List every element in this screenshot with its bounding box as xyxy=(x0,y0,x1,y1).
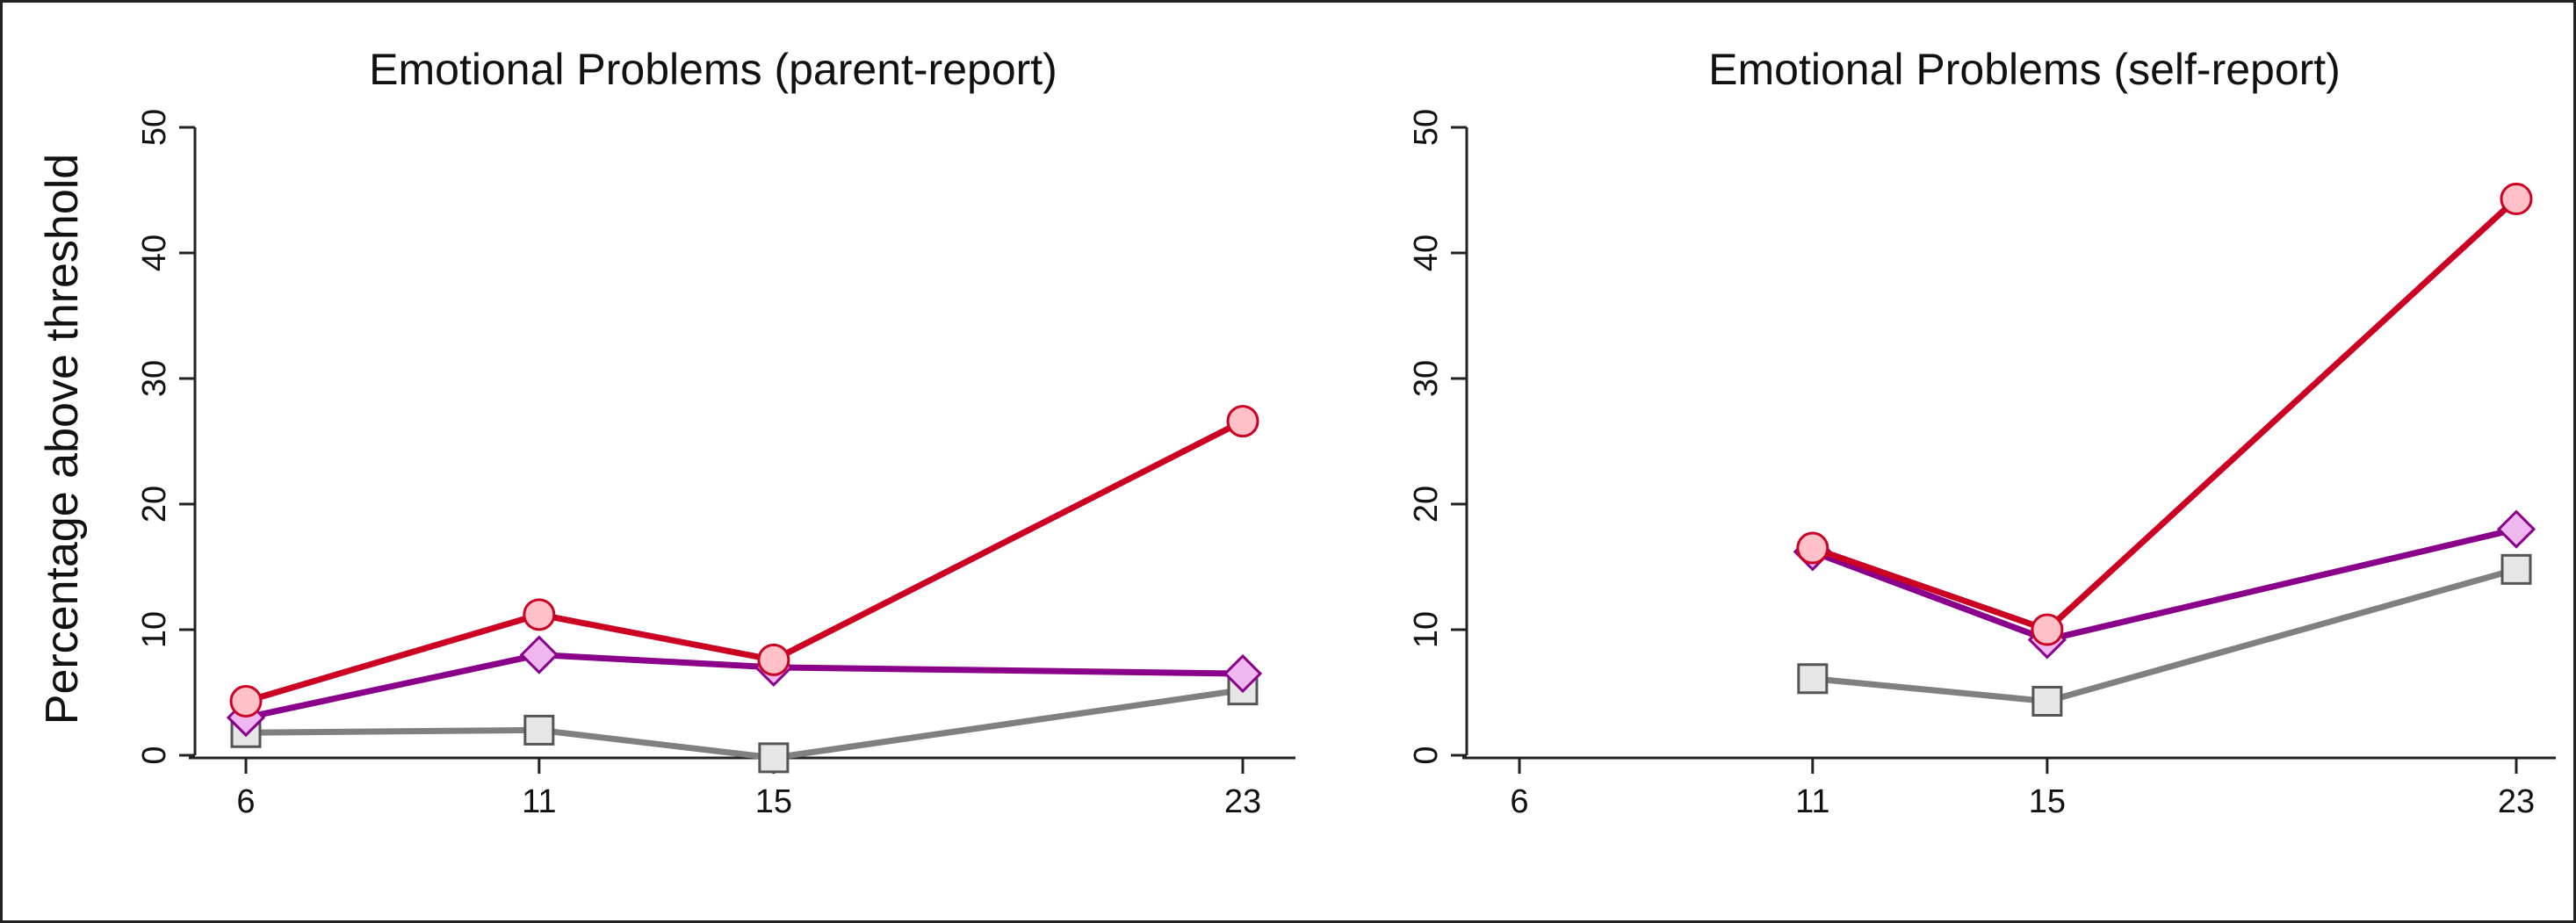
y-tick-label: 40 xyxy=(1408,234,1445,271)
x-tick-label: 6 xyxy=(1510,783,1528,820)
chart-title: Emotional Problems (parent-report) xyxy=(369,45,1057,94)
data-point-diamond xyxy=(519,635,559,674)
data-point-square xyxy=(1797,663,1829,695)
chart-panel-self-report: Emotional Problems (self-report) 0 10 20 30… xyxy=(1408,45,2556,820)
series-line-diamond xyxy=(245,652,1244,721)
plot-area xyxy=(1793,183,2536,717)
x-tick-label: 23 xyxy=(1224,783,1261,820)
data-point-diamond xyxy=(1223,653,1263,694)
y-tick-label: 20 xyxy=(136,486,173,523)
series-line-circle xyxy=(1811,196,2519,633)
y-tick-label: 10 xyxy=(136,611,173,648)
y-tick-label: 50 xyxy=(136,109,173,146)
data-point-circle xyxy=(757,643,790,676)
x-tick-label: 15 xyxy=(755,783,792,820)
y-tick-label: 0 xyxy=(136,746,173,764)
x-tick-label: 11 xyxy=(1795,783,1829,820)
data-point-square xyxy=(758,742,790,774)
y-tick-label: 0 xyxy=(1408,746,1445,764)
x-tick-label: 23 xyxy=(2498,783,2535,820)
data-point-square xyxy=(2031,686,2063,717)
chart-title: Emotional Problems (self-report) xyxy=(1708,45,2341,94)
y-tick-label: 30 xyxy=(1408,360,1445,397)
plot-area xyxy=(226,405,1263,774)
data-point-diamond xyxy=(2496,509,2536,549)
x-tick-label: 15 xyxy=(2029,783,2066,820)
x-tick-label: 6 xyxy=(236,783,255,820)
data-point-circle xyxy=(229,685,263,718)
y-tick-label: 40 xyxy=(136,234,173,271)
chart-panel-parent-report: Emotional Problems (parent-report) Perce… xyxy=(37,45,1295,820)
data-point-circle xyxy=(2500,183,2533,216)
y-tick-label: 20 xyxy=(1408,486,1445,523)
axes: 0 10 20 30 40 50 6 11 15 23 xyxy=(1408,109,2556,820)
data-point-square xyxy=(523,714,555,746)
series-line-circle xyxy=(245,418,1245,704)
y-tick-label: 30 xyxy=(136,360,173,397)
data-point-circle xyxy=(1796,531,1829,565)
y-axis-label: Percentage above threshold xyxy=(37,154,88,725)
series-line-square xyxy=(245,687,1244,761)
y-tick-label: 50 xyxy=(1408,109,1445,146)
axes: 0 10 20 30 40 50 6 11 15 23 xyxy=(136,109,1295,820)
x-tick-label: 11 xyxy=(522,783,556,820)
data-point-circle xyxy=(523,598,556,631)
data-point-square xyxy=(2500,553,2532,585)
data-point-circle xyxy=(2031,613,2064,646)
data-point-circle xyxy=(1226,405,1259,438)
y-tick-label: 10 xyxy=(1408,611,1445,648)
